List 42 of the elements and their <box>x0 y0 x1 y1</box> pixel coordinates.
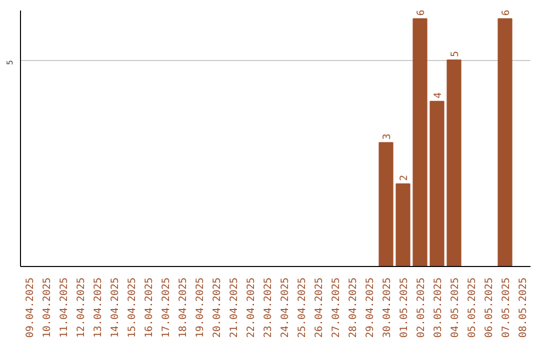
data-label: 5 <box>450 51 461 58</box>
bar <box>412 18 428 266</box>
x-tick-label: 12.04.2025 <box>76 277 87 338</box>
x-tick-label: 19.04.2025 <box>195 277 206 338</box>
x-tick-label: 01.05.2025 <box>399 277 410 338</box>
x-tick-label: 06.05.2025 <box>484 277 495 338</box>
data-label: 2 <box>399 174 410 181</box>
x-tick-label: 20.04.2025 <box>212 277 223 338</box>
x-tick-label: 18.04.2025 <box>178 277 189 338</box>
x-tick-label: 24.04.2025 <box>280 277 291 338</box>
bar <box>378 142 394 266</box>
bar <box>396 183 410 266</box>
x-tick-label: 04.05.2025 <box>450 277 461 338</box>
x-tick-label: 30.04.2025 <box>382 277 393 338</box>
data-label: 6 <box>416 10 427 16</box>
x-tick-label: 03.05.2025 <box>433 277 444 338</box>
x-tick-label: 05.05.2025 <box>467 277 478 338</box>
x-tick-label: 17.04.2025 <box>161 277 172 338</box>
data-label: 4 <box>433 92 444 98</box>
x-tick-label: 21.04.2025 <box>229 277 240 338</box>
x-tick-label: 26.04.2025 <box>314 277 325 338</box>
x-tick-label: 02.05.2025 <box>416 277 427 338</box>
x-tick-label: 23.04.2025 <box>263 277 274 338</box>
x-tick-label: 11.04.2025 <box>59 277 70 338</box>
x-tick-label: 14.04.2025 <box>110 277 121 338</box>
bar <box>446 60 462 266</box>
x-tick-label: 28.04.2025 <box>348 277 359 338</box>
data-label: 3 <box>382 134 393 140</box>
x-tick-label: 10.04.2025 <box>42 277 53 338</box>
x-tick-label: 15.04.2025 <box>127 277 138 338</box>
x-tick-label: 09.04.2025 <box>25 277 36 338</box>
data-label: 6 <box>501 10 512 16</box>
x-tick-label: 22.04.2025 <box>246 277 257 338</box>
bar <box>498 18 512 266</box>
x-tick-label: 13.04.2025 <box>93 277 104 338</box>
bar <box>430 100 444 266</box>
x-tick-label: 07.05.2025 <box>501 277 512 338</box>
x-tick-label: 16.04.2025 <box>144 277 155 338</box>
x-tick-label: 27.04.2025 <box>331 277 342 338</box>
x-tick-label: 08.05.2025 <box>518 277 529 338</box>
x-tick-label: 25.04.2025 <box>297 277 308 338</box>
x-tick-label: 29.04.2025 <box>365 277 376 338</box>
